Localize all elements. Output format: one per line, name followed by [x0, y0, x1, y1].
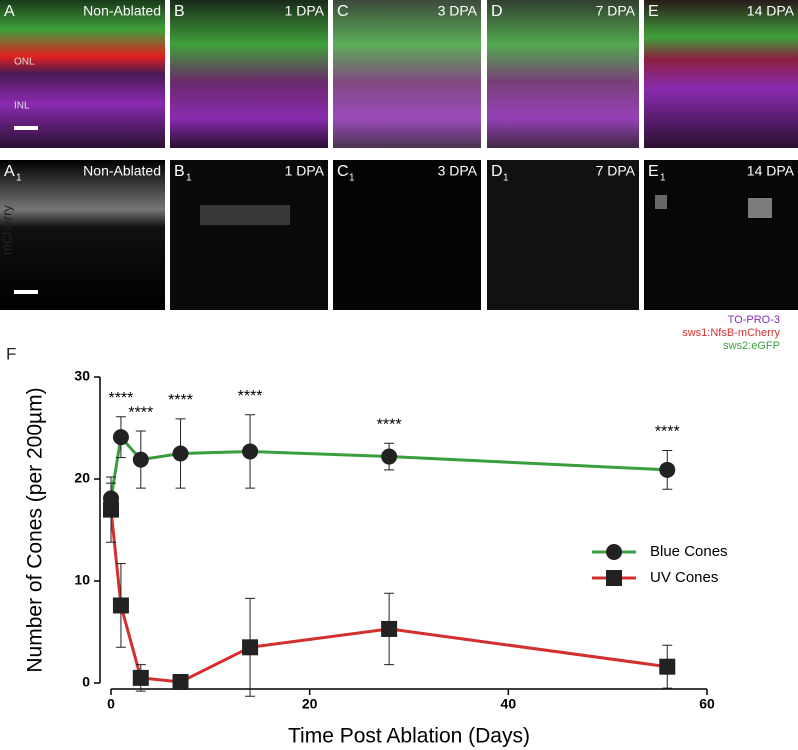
marker: [112, 429, 129, 446]
stain-label: TO-PRO-3: [728, 314, 780, 326]
image: [170, 0, 328, 148]
panel-title: 1 DPA: [285, 3, 325, 19]
channel-label: mCherry: [0, 205, 14, 255]
marker: [242, 443, 259, 460]
panel-title: 14 DPA: [747, 3, 795, 19]
panel-title: 3 DPA: [438, 163, 478, 179]
panel-subscript: 1: [660, 173, 666, 184]
panel-subscript: 1: [503, 173, 509, 184]
y-tick-label: 0: [82, 674, 90, 690]
image-detail: [748, 198, 772, 218]
x-tick-label: 40: [501, 696, 517, 712]
marker: [172, 673, 189, 690]
image: [644, 0, 798, 148]
microscopy-top: [0, 0, 798, 148]
image: [644, 160, 798, 310]
x-tick-label: 60: [699, 696, 715, 712]
marker: [132, 451, 149, 468]
scale-bar: [14, 290, 38, 294]
panel-letter: E: [648, 163, 659, 180]
panel-letter: E: [648, 3, 659, 20]
image: [333, 0, 481, 148]
panel-title: 14 DPA: [747, 163, 795, 179]
stain-label: sws2:eGFP: [723, 340, 780, 352]
y-axis-title: Number of Cones (per 200µm): [24, 387, 47, 672]
marker: [606, 570, 622, 586]
panel-letter: B: [174, 3, 185, 20]
panel-labels: A Non-Ablated ONL INL B 1 DPA C 3 DPA D 7 DPA E 14 …: [0, 3, 795, 352]
legend-label: UV Cones: [650, 569, 718, 586]
panel-letter: D: [491, 3, 503, 20]
annotation: ****: [108, 390, 133, 407]
x-tick-label: 20: [302, 696, 318, 712]
panel-title: 3 DPA: [438, 3, 478, 19]
marker: [172, 445, 189, 462]
marker: [381, 620, 398, 637]
stain-label: sws1:NfsB-mCherry: [682, 327, 780, 339]
image: [487, 160, 639, 310]
marker: [606, 544, 622, 560]
layer-label: ONL: [14, 57, 35, 68]
image: [487, 0, 639, 148]
image: [170, 160, 328, 310]
marker: [381, 448, 398, 465]
layer-label: INL: [14, 101, 30, 112]
annotation: ****: [168, 392, 193, 409]
image: [333, 160, 481, 310]
panel-title: 7 DPA: [596, 3, 636, 19]
marker: [132, 669, 149, 686]
image-detail: [200, 205, 290, 225]
panel-letter: D: [491, 163, 503, 180]
marker: [659, 461, 676, 478]
y-tick-label: 20: [74, 470, 90, 486]
marker: [112, 597, 129, 614]
marker: [103, 501, 119, 518]
annotation: ****: [128, 404, 153, 421]
annotation: ****: [377, 417, 402, 434]
marker: [242, 639, 259, 656]
panel-subscript: 1: [186, 173, 192, 184]
y-tick-label: 10: [74, 572, 90, 588]
panel-title: Non-Ablated: [83, 163, 161, 179]
x-axis-title: Time Post Ablation (Days): [288, 725, 530, 748]
panel-subscript: 1: [349, 173, 355, 184]
scale-bar: [14, 126, 38, 130]
image: [0, 0, 165, 148]
panel-title: 1 DPA: [285, 163, 325, 179]
annotation: ****: [655, 424, 680, 441]
panel-letter: C: [337, 3, 349, 20]
x-tick-label: 0: [107, 696, 115, 712]
chart: F 0 10 20 30 0 20 40 60 Time Post Ablation (Days)…: [6, 344, 728, 747]
panel-subscript: 1: [16, 173, 22, 184]
panel-letter: B: [174, 163, 185, 180]
panel-letter: F: [6, 344, 16, 363]
microscopy-bottom: [0, 160, 798, 310]
image-detail: [655, 195, 667, 209]
panel-title: 7 DPA: [596, 163, 636, 179]
panel-letter: A: [4, 3, 15, 20]
annotation: ****: [238, 388, 263, 405]
panel-letter: C: [337, 163, 349, 180]
marker: [659, 658, 676, 675]
panel-letter: A: [4, 163, 15, 180]
image: [0, 160, 165, 310]
legend-label: Blue Cones: [650, 543, 728, 560]
y-tick-label: 30: [74, 368, 90, 384]
panel-title: Non-Ablated: [83, 3, 161, 19]
